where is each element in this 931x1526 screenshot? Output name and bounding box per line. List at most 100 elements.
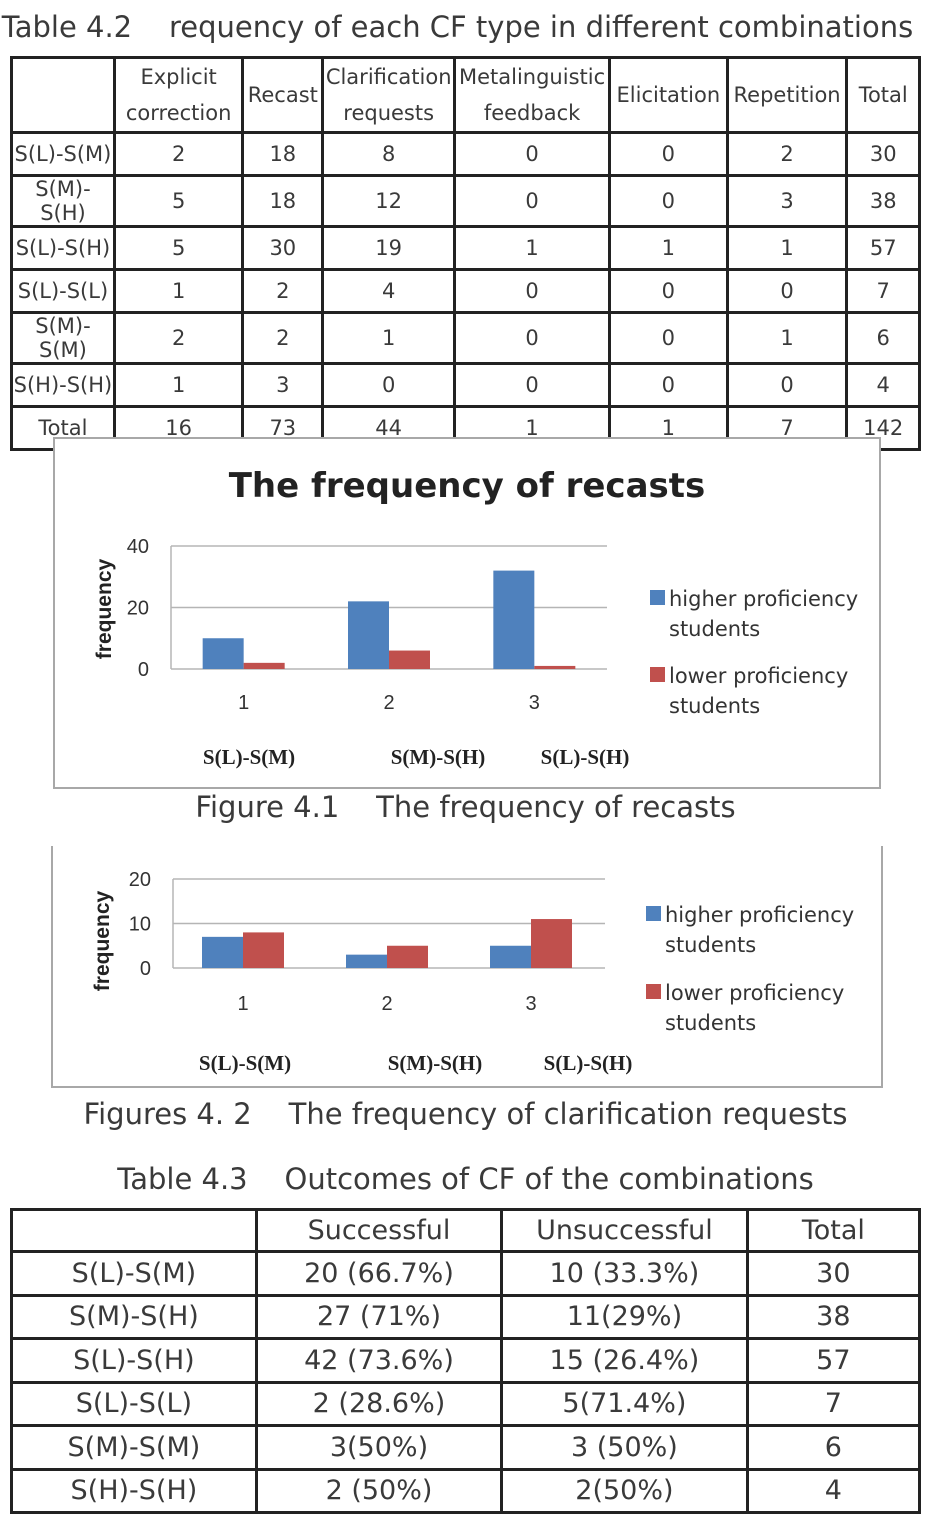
table-43-header-cell: Unsuccessful <box>500 1208 749 1253</box>
legend-label: higher proficiency <box>665 903 854 927</box>
table-cell: 2 <box>112 311 245 365</box>
table-cell: 3 <box>725 174 849 228</box>
group-label: S(M)-S(H) <box>391 745 485 769</box>
row-label-cell: S(L)-S(M) <box>10 1250 258 1297</box>
table-cell: 30 <box>745 1250 922 1297</box>
row-label-cell: S(M)-S(M) <box>10 1424 258 1471</box>
table-42-header-cell: Recast <box>241 56 325 134</box>
row-label-cell: S(H)-S(H) <box>10 1467 258 1514</box>
table-row: S(L)-S(H) 5 30 19 1 1 1 57 <box>10 225 921 271</box>
table-cell: 5 <box>112 225 245 271</box>
table-cell: 2 <box>112 131 245 177</box>
table-43-header-cell: Successful <box>254 1208 504 1253</box>
table-43-header-cell: Total <box>745 1208 922 1253</box>
x-tick-label: 1 <box>237 993 248 1015</box>
table-cell: 6 <box>745 1424 922 1471</box>
legend-swatch <box>646 906 661 921</box>
bar <box>387 945 428 968</box>
table-cell: 2 (50%) <box>254 1467 504 1514</box>
table-row: S(L)-S(L) 1 2 4 0 0 0 7 <box>10 268 921 314</box>
table-cell: 1 <box>725 311 849 365</box>
legend-label: students <box>665 933 756 957</box>
table-row: S(H)-S(H) 1 3 0 0 0 0 4 <box>10 362 921 408</box>
table-cell: 12 <box>321 174 457 228</box>
table-cell: 8 <box>321 131 457 177</box>
recasts-chart: The frequency of recasts 0 20 40 frequency 1 S… <box>93 466 858 769</box>
x-tick-label: 3 <box>525 993 536 1015</box>
bar <box>202 638 244 669</box>
table-cell: 0 <box>607 311 729 365</box>
table-cell: 5(71.4%) <box>500 1380 749 1427</box>
bar <box>346 954 387 968</box>
table-cell: 0 <box>607 131 729 177</box>
table-4-3: Successful Unsuccessful Total S(L)-S(M) 20 … <box>10 1208 922 1514</box>
legend-label: higher proficiency <box>669 587 858 611</box>
group-label: S(L)-S(H) <box>544 1051 633 1075</box>
table-cell: 3 (50%) <box>500 1424 749 1471</box>
table-cell: 20 (66.7%) <box>254 1250 504 1297</box>
row-label-cell: S(M)-S(H) <box>10 1293 258 1340</box>
table-cell: 0 <box>321 362 457 408</box>
table-4-2-header-row: Explicit correction Recast Clarification req… <box>10 56 921 134</box>
table-cell: 30 <box>845 131 921 177</box>
table-cell: 0 <box>607 268 729 314</box>
bar <box>348 601 389 669</box>
table-cell: 0 <box>453 174 611 228</box>
figure-4-2-caption: Figures 4. 2 The frequency of clarificat… <box>83 1097 848 1131</box>
table-4-3-caption: Table 4.3 Outcomes of CF of the combinat… <box>117 1162 814 1196</box>
y-tick-label: 40 <box>127 536 149 558</box>
table-cell: 3(50%) <box>254 1424 504 1471</box>
table-cell: 3 <box>241 362 325 408</box>
table-cell: 2 (28.6%) <box>254 1380 504 1427</box>
table-cell: 1 <box>453 225 611 271</box>
row-label-cell: S(H)-S(H) <box>10 362 116 408</box>
table-cell: 0 <box>453 268 611 314</box>
table-cell: 10 (33.3%) <box>500 1250 749 1297</box>
row-label-cell: S(L)-S(L) <box>10 268 116 314</box>
y-tick-label: 20 <box>127 598 149 620</box>
bar <box>493 570 535 669</box>
table-cell: 2(50%) <box>500 1467 749 1514</box>
table-cell: 0 <box>725 362 849 408</box>
table-cell: 0 <box>453 311 611 365</box>
x-tick-label: 3 <box>529 692 540 714</box>
table-cell: 2 <box>725 131 849 177</box>
table-cell: 0 <box>607 362 729 408</box>
y-tick-label: 10 <box>129 914 151 936</box>
y-tick-label: 0 <box>138 659 149 681</box>
chart-title: The frequency of recasts <box>229 466 706 506</box>
legend-label: students <box>669 617 760 641</box>
figure-4-1-caption: Figure 4.1 The frequency of recasts <box>195 790 736 824</box>
table-row: S(M)-S(M) 2 2 1 0 0 1 6 <box>10 311 921 365</box>
table-42-header-cell: Metalinguistic feedback <box>453 56 611 134</box>
table-row: S(L)-S(M) 2 18 8 0 0 2 30 <box>10 131 921 177</box>
table-row: S(M)-S(M) 3(50%) 3 (50%) 6 <box>10 1424 922 1471</box>
table-cell: 1 <box>607 225 729 271</box>
table-cell: 2 <box>241 311 325 365</box>
table-cell: 38 <box>845 174 921 228</box>
table-4-2-caption: Table 4.2 requency of each CF type in di… <box>1 10 914 44</box>
bar <box>490 945 531 968</box>
legend-swatch <box>650 590 665 605</box>
table-cell: 27 (71%) <box>254 1293 504 1340</box>
row-label-cell: S(L)-S(M) <box>10 131 116 177</box>
table-cell: 1 <box>112 268 245 314</box>
legend-swatch <box>650 667 665 682</box>
x-tick-label: 2 <box>381 993 392 1015</box>
table-cell: 4 <box>845 362 921 408</box>
legend-label: students <box>669 694 760 718</box>
table-42-header-cell <box>10 56 116 134</box>
table-cell: 1 <box>112 362 245 408</box>
table-cell: 0 <box>453 362 611 408</box>
bar <box>389 650 430 669</box>
table-cell: 6 <box>845 311 921 365</box>
table-cell: 30 <box>241 225 325 271</box>
x-tick-label: 1 <box>238 692 249 714</box>
row-label-cell: S(M)-S(H) <box>10 174 116 228</box>
table-4-3-header-row: Successful Unsuccessful Total <box>10 1208 922 1253</box>
group-label: S(L)-S(H) <box>541 745 630 769</box>
row-label-cell: S(L)-S(H) <box>10 1337 258 1384</box>
table-cell: 11(29%) <box>500 1293 749 1340</box>
row-label-cell: S(M)-S(M) <box>10 311 116 365</box>
table-row: S(M)-S(H) 5 18 12 0 0 3 38 <box>10 174 921 228</box>
